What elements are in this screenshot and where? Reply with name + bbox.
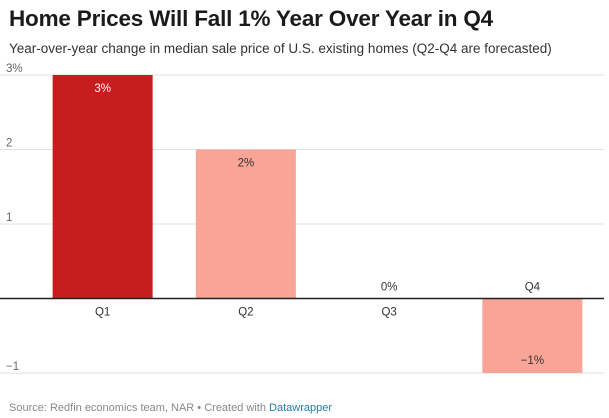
- x-tick-label-q3: Q3: [381, 307, 396, 319]
- source-text: Source: Redfin economics team, NAR • Cre…: [9, 402, 270, 414]
- bar-value-labels: 3% 2% 0% −1%: [94, 83, 544, 367]
- y-tick-label: −1: [6, 361, 19, 373]
- x-tick-label-q2: Q2: [238, 307, 253, 319]
- bar-q1: [52, 75, 153, 299]
- chart-title: Home Prices Will Fall 1% Year Over Year …: [9, 6, 493, 31]
- value-label-q4: −1%: [521, 355, 544, 367]
- y-tick-label: 1: [6, 212, 12, 224]
- bar-q2: [195, 149, 296, 299]
- bar-q4: [482, 298, 583, 373]
- x-tick-label-q4: Q4: [525, 282, 541, 294]
- value-label-q2: 2%: [238, 158, 255, 170]
- value-label-q1: 3%: [94, 83, 111, 95]
- y-tick-label: 3%: [6, 63, 23, 75]
- value-label-q3: 0%: [381, 282, 398, 294]
- axes: −1 1 2 3% Q1 Q2 Q3 Q4: [0, 63, 604, 373]
- source-footer: Source: Redfin economics team, NAR • Cre…: [9, 402, 332, 414]
- chart-subtitle: Year-over-year change in median sale pri…: [9, 41, 552, 56]
- bar-chart: 3% 2% 0% −1% −1 1 2 3% Q1 Q2 Q3 Q4: [0, 63, 604, 374]
- bars: [52, 75, 583, 373]
- y-tick-label: 2: [6, 138, 12, 150]
- x-tick-label-q1: Q1: [95, 307, 110, 319]
- datawrapper-link[interactable]: Datawrapper: [269, 402, 332, 414]
